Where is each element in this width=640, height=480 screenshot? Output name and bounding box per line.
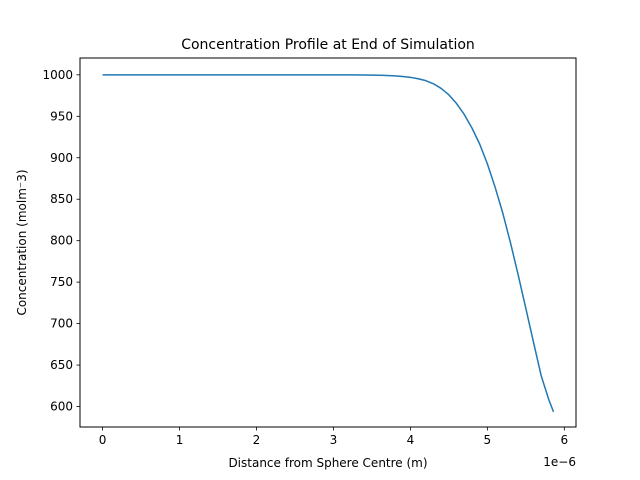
x-tick-label: 1: [176, 433, 184, 447]
y-tick-label: 650: [50, 358, 73, 372]
y-tick-label: 1000: [42, 68, 73, 82]
plot-frame: [79, 57, 577, 428]
y-tick-label: 900: [50, 151, 73, 165]
x-axis-label: Distance from Sphere Centre (m): [228, 456, 427, 470]
x-offset-label: 1e−6: [543, 455, 576, 469]
series-line: [102, 74, 555, 413]
chart-title: Concentration Profile at End of Simulati…: [181, 37, 475, 53]
y-tick-label: 850: [50, 192, 73, 206]
x-tick-label: 3: [330, 433, 338, 447]
y-tick-label: 700: [50, 317, 73, 331]
y-tick-label: 750: [50, 275, 73, 289]
y-axis-ticks: 600 650 700 750 800 850 900 950 1000: [42, 68, 80, 414]
y-axis-label: Concentration (molm⁻3): [15, 169, 29, 315]
y-tick-label: 800: [50, 234, 73, 248]
plot-area: [79, 57, 577, 428]
y-tick-label: 600: [50, 400, 73, 414]
x-tick-label: 5: [484, 433, 492, 447]
y-tick-label: 950: [50, 109, 73, 123]
x-axis-ticks: 0 1 2 3 4 5 6: [99, 427, 568, 447]
x-tick-label: 6: [560, 433, 568, 447]
x-tick-label: 4: [407, 433, 415, 447]
x-tick-label: 0: [99, 433, 107, 447]
x-tick-label: 2: [253, 433, 261, 447]
